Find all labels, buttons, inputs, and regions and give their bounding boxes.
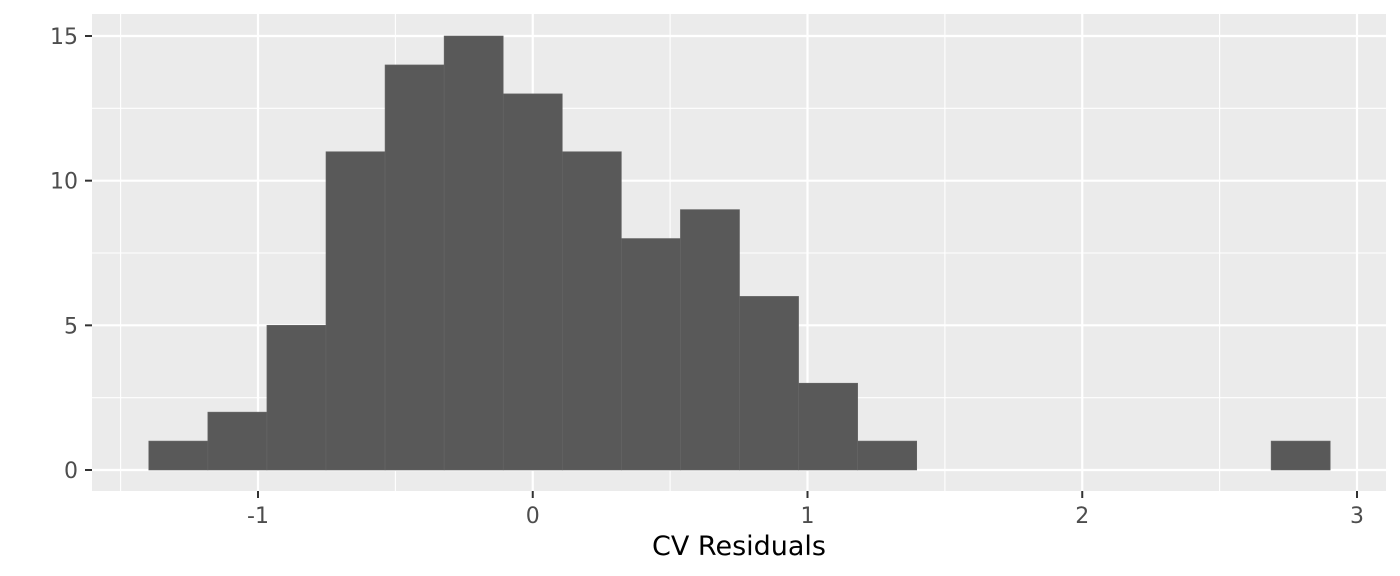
x-axis-title: CV Residuals <box>652 531 826 562</box>
x-tick-label: 3 <box>1350 504 1364 529</box>
histogram-bar <box>739 296 799 471</box>
y-tick-label: 5 <box>64 314 78 339</box>
histogram-bar <box>621 238 681 471</box>
x-tick-label: 1 <box>801 504 815 529</box>
histogram-bar <box>798 382 858 471</box>
histogram-bar <box>857 440 918 471</box>
histogram-bar <box>502 93 563 471</box>
histogram-bar <box>1270 440 1331 471</box>
histogram-bar <box>207 411 268 471</box>
histogram-bar <box>384 64 445 471</box>
histogram-bar <box>266 325 327 471</box>
y-tick-label: 0 <box>64 459 78 484</box>
x-tick-label: -1 <box>247 504 269 529</box>
histogram-bar <box>561 151 622 471</box>
x-axis: -1 0 1 2 3 <box>247 491 1364 529</box>
y-tick-label: 15 <box>50 25 78 50</box>
x-tick-label: 2 <box>1075 504 1089 529</box>
histogram-bar <box>325 151 386 471</box>
x-tick-label: 0 <box>526 504 540 529</box>
y-axis: 0 5 10 15 <box>50 25 92 484</box>
histogram-bars <box>148 35 1331 471</box>
histogram-bar <box>680 209 740 471</box>
y-tick-label: 10 <box>50 170 78 195</box>
histogram-bar <box>148 440 209 471</box>
histogram-bar <box>443 35 504 471</box>
